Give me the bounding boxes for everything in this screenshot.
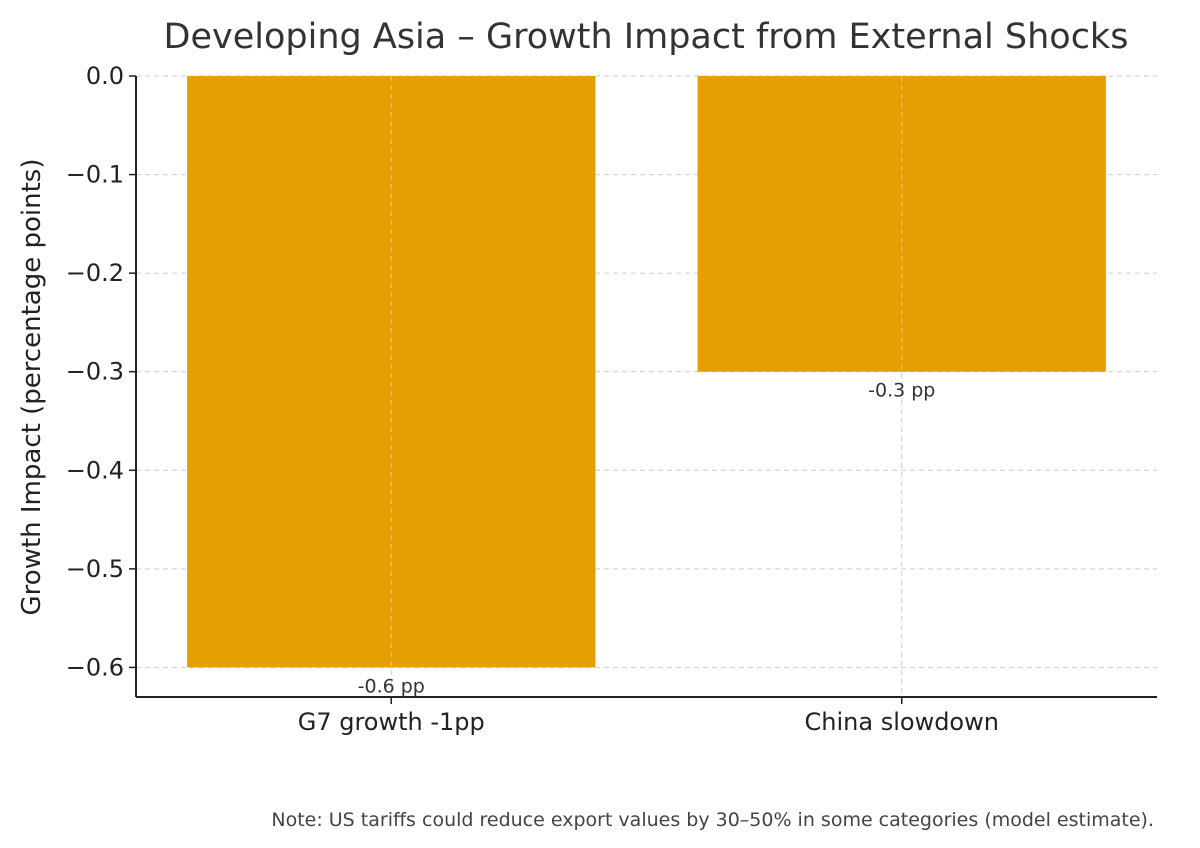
y-tick-label: −0.2	[66, 259, 124, 287]
x-tick-label: G7 growth -1pp	[298, 708, 485, 736]
x-tick-labels: G7 growth -1pp China slowdown	[298, 708, 999, 736]
y-tick-label: −0.3	[66, 358, 124, 386]
x-tick-label: China slowdown	[805, 708, 999, 736]
data-labels: -0.6 pp -0.3 pp	[358, 380, 936, 698]
y-tick-label: −0.1	[66, 161, 124, 189]
data-label: -0.3 pp	[868, 380, 935, 402]
y-tick-label: −0.4	[66, 456, 124, 484]
data-label: -0.6 pp	[358, 675, 425, 697]
y-tick-label: −0.6	[66, 653, 124, 681]
chart-note: Note: US tariffs could reduce export val…	[271, 809, 1154, 831]
axes-layer	[129, 75, 1157, 704]
y-axis-label: Growth Impact (percentage points)	[17, 159, 47, 616]
bars-layer	[187, 76, 1106, 697]
bar	[187, 76, 596, 668]
y-tick-labels: 0.0 −0.1 −0.2 −0.3 −0.4 −0.5 −0.6	[66, 62, 124, 681]
y-tick-label: −0.5	[66, 555, 124, 583]
chart-title: Developing Asia – Growth Impact from Ext…	[164, 17, 1129, 57]
y-tick-label: 0.0	[86, 62, 124, 90]
